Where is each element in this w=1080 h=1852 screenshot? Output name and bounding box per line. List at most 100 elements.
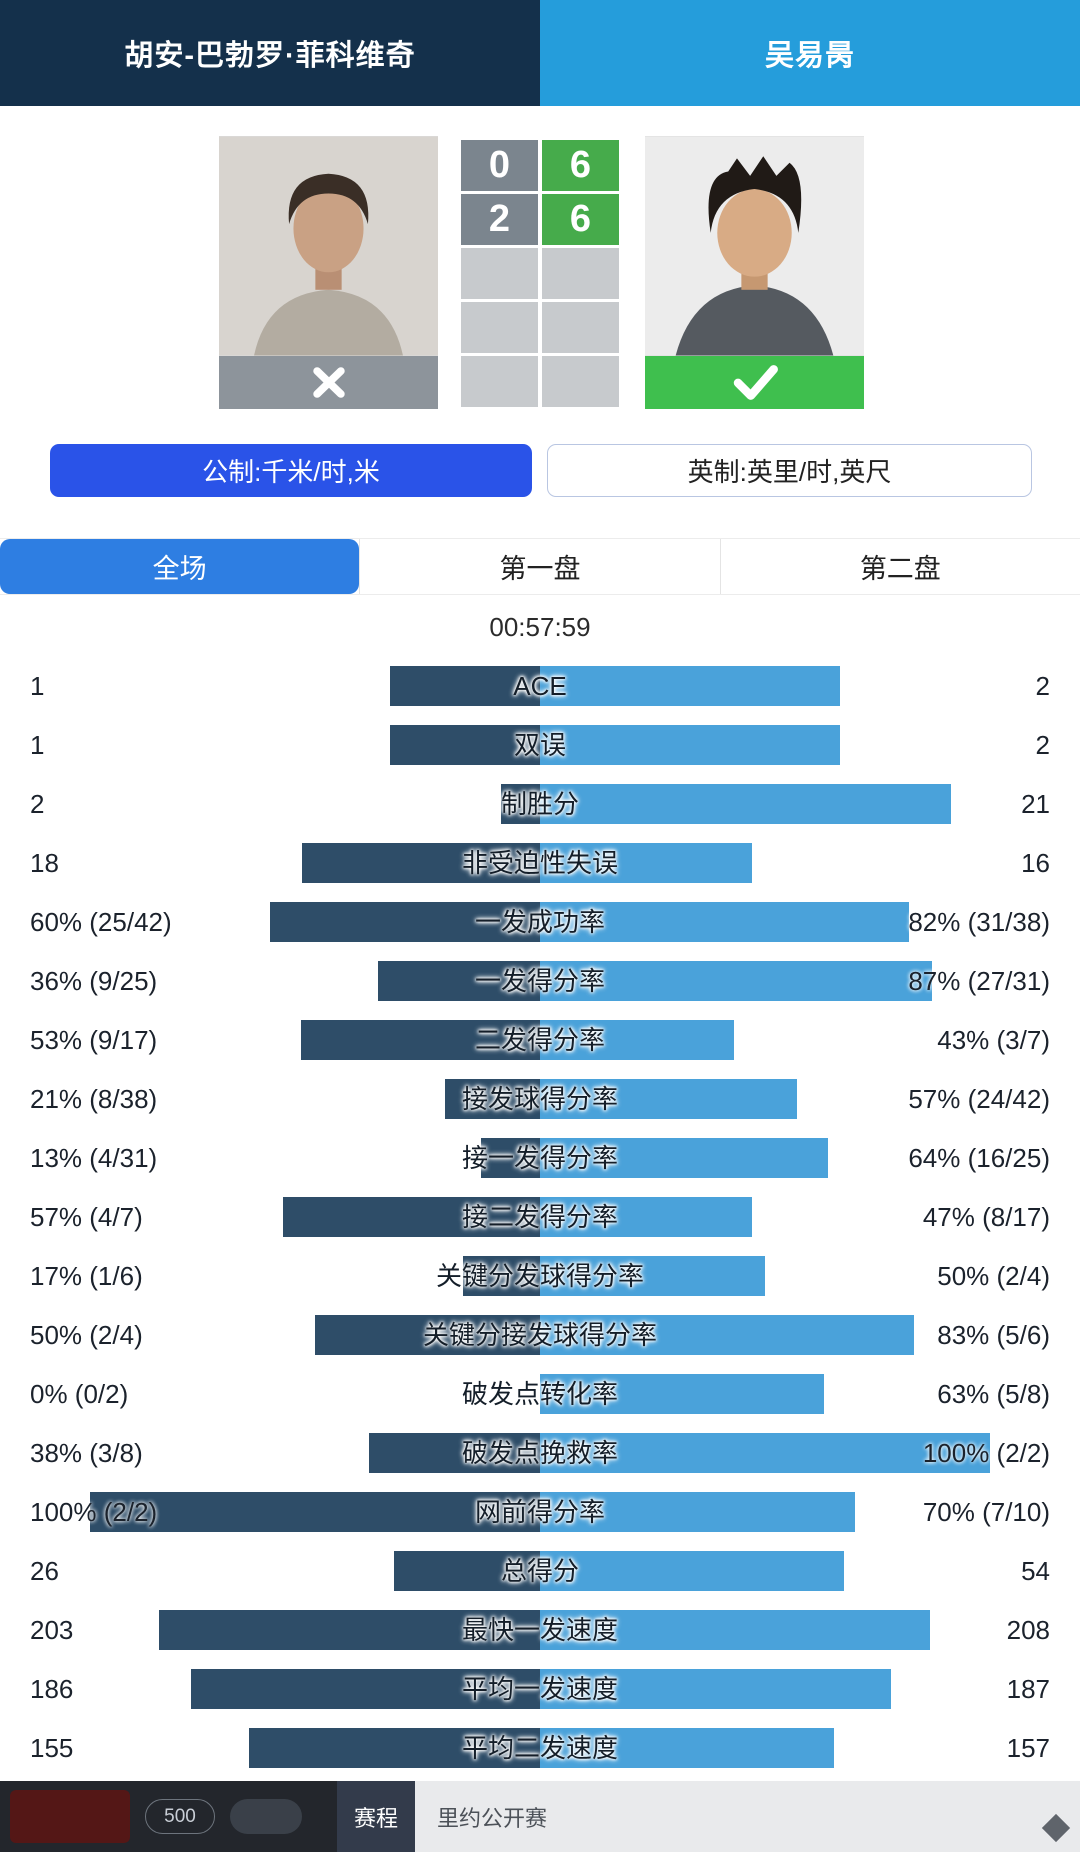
stat-bar-right <box>540 961 932 1001</box>
stat-label: 破发点转化率 <box>461 1379 619 1409</box>
stat-left-value: 57% (4/7) <box>30 1202 143 1232</box>
stat-left-value: 50% (2/4) <box>30 1320 143 1350</box>
stat-bar-left <box>445 1079 540 1119</box>
set-2-score-right: 6 <box>542 194 619 245</box>
player-left-silhouette-image <box>219 136 438 356</box>
stat-label: 网前得分率 <box>474 1497 606 1527</box>
stat-left-value: 1 <box>30 671 45 701</box>
stats-tabs: 全场 第一盘 第二盘 <box>0 538 1080 595</box>
stat-row-12: 50% (2/4) 83% (5/6) 关键分接发球得分率 <box>0 1315 1080 1355</box>
right-player-name: 吴易昺 <box>540 0 1080 106</box>
stat-bar-right <box>540 902 909 942</box>
stat-label: ACE <box>513 671 567 701</box>
stat-row-13: 0% (0/2) 63% (5/8) 破发点转化率 <box>0 1374 1080 1414</box>
bottom-bar-gray-pill[interactable] <box>230 1799 302 1834</box>
stat-row-8: 21% (8/38) 57% (24/42) 接发球得分率 <box>0 1079 1080 1119</box>
stat-row-14: 38% (3/8) 100% (2/2) 破发点挽救率 <box>0 1433 1080 1473</box>
stat-right-value: 64% (16/25) <box>908 1143 1050 1173</box>
stat-left-value: 13% (4/31) <box>30 1143 158 1173</box>
stat-bar-left <box>390 725 540 765</box>
stat-right-value: 47% (8/17) <box>922 1202 1050 1232</box>
stat-bar-left <box>369 1433 540 1473</box>
stat-bar-left <box>315 1315 540 1355</box>
players-header: 胡安-巴勃罗·菲科维奇 吴易昺 <box>0 0 1080 106</box>
stat-left-value: 100% (2/2) <box>30 1497 158 1527</box>
stat-row-11: 17% (1/6) 50% (2/4) 关键分发球得分率 <box>0 1256 1080 1296</box>
tab-set-1[interactable]: 第一盘 <box>359 539 719 594</box>
watermark-logo-icon <box>1041 1813 1071 1843</box>
stat-right-value: 2 <box>1035 671 1050 701</box>
stat-right-value: 57% (24/42) <box>908 1084 1050 1114</box>
stat-label: 制胜分 <box>500 789 580 819</box>
stat-label: 总得分 <box>500 1556 580 1586</box>
stat-bar-right <box>540 1610 930 1650</box>
tab-set-2[interactable]: 第二盘 <box>719 539 1080 594</box>
stat-right-value: 100% (2/2) <box>922 1438 1050 1468</box>
stat-row-2: 1 2 双误 <box>0 725 1080 765</box>
stat-right-value: 2 <box>1035 730 1050 760</box>
stat-bar-right <box>540 784 951 824</box>
stat-row-18: 186 187 平均一发速度 <box>0 1669 1080 1709</box>
stat-bar-right <box>540 1551 844 1591</box>
set-5-score-right <box>542 356 619 407</box>
set-1-score-left: 0 <box>461 140 538 191</box>
stat-bar-right <box>540 725 840 765</box>
stat-bar-right <box>540 843 752 883</box>
set-3-score-right <box>542 248 619 299</box>
stat-label: 关键分发球得分率 <box>435 1261 645 1291</box>
tab-full-match[interactable]: 全场 <box>0 539 360 594</box>
stat-row-17: 203 208 最快一发速度 <box>0 1610 1080 1650</box>
stat-bar-right <box>540 666 840 706</box>
stats-list: 1 2 ACE 1 2 双误 2 21 制胜分 18 16 非受迫性失误 60% (25/42) 82% … <box>0 666 1080 1787</box>
imperial-units-button[interactable]: 英制:英里/时,英尺 <box>547 444 1032 497</box>
stat-bar-left <box>159 1610 540 1650</box>
bottom-bar-red-button[interactable] <box>10 1790 130 1843</box>
set-4-score-right <box>542 302 619 353</box>
stat-right-value: 187 <box>1006 1674 1050 1704</box>
schedule-tab[interactable]: 赛程 <box>337 1781 415 1852</box>
stat-bar-left <box>90 1492 540 1532</box>
stat-row-9: 13% (4/31) 64% (16/25) 接一发得分率 <box>0 1138 1080 1178</box>
stat-right-value: 50% (2/4) <box>937 1261 1050 1291</box>
stat-right-value: 70% (7/10) <box>922 1497 1050 1527</box>
stat-row-1: 1 2 ACE <box>0 666 1080 706</box>
stat-label: 非受迫性失误 <box>461 848 619 878</box>
stat-bar-right <box>540 1020 734 1060</box>
stat-label: 破发点挽救率 <box>461 1438 619 1468</box>
stat-bar-right <box>540 1315 914 1355</box>
stat-bar-left <box>394 1551 540 1591</box>
stat-label: 接一发得分率 <box>461 1143 619 1173</box>
stat-row-7: 53% (9/17) 43% (3/7) 二发得分率 <box>0 1020 1080 1060</box>
stat-bar-left <box>283 1197 540 1237</box>
metric-units-button[interactable]: 公制:千米/时,米 <box>50 444 532 497</box>
stat-right-value: 83% (5/6) <box>937 1320 1050 1350</box>
stat-left-value: 2 <box>30 789 45 819</box>
bottom-bar-500-badge[interactable]: 500 <box>145 1799 215 1834</box>
stat-right-value: 43% (3/7) <box>937 1025 1050 1055</box>
set-1-score-right: 6 <box>542 140 619 191</box>
stat-bar-left <box>463 1256 540 1296</box>
player-right-silhouette-image <box>645 136 864 356</box>
stat-bar-left <box>191 1669 540 1709</box>
match-duration: 00:57:59 <box>489 612 591 642</box>
stat-left-value: 1 <box>30 730 45 760</box>
stat-left-value: 18 <box>30 848 59 878</box>
stat-bar-right <box>540 1197 752 1237</box>
stat-right-value: 16 <box>1021 848 1050 878</box>
stat-bar-right <box>540 1669 891 1709</box>
stat-right-value: 21 <box>1021 789 1050 819</box>
stat-left-value: 60% (25/42) <box>30 907 172 937</box>
stat-left-value: 36% (9/25) <box>30 966 158 996</box>
stat-row-10: 57% (4/7) 47% (8/17) 接二发得分率 <box>0 1197 1080 1237</box>
set-2-score-left: 2 <box>461 194 538 245</box>
bottom-bar: 500 赛程 里约公开赛 <box>0 1781 1080 1852</box>
check-icon <box>733 365 778 400</box>
stat-row-15: 100% (2/2) 70% (7/10) 网前得分率 <box>0 1492 1080 1532</box>
stat-row-5: 60% (25/42) 82% (31/38) 一发成功率 <box>0 902 1080 942</box>
tournament-label: 里约公开赛 <box>437 1805 548 1831</box>
stat-row-3: 2 21 制胜分 <box>0 784 1080 824</box>
right-result-bar <box>645 356 864 409</box>
stat-bar-left <box>378 961 540 1001</box>
